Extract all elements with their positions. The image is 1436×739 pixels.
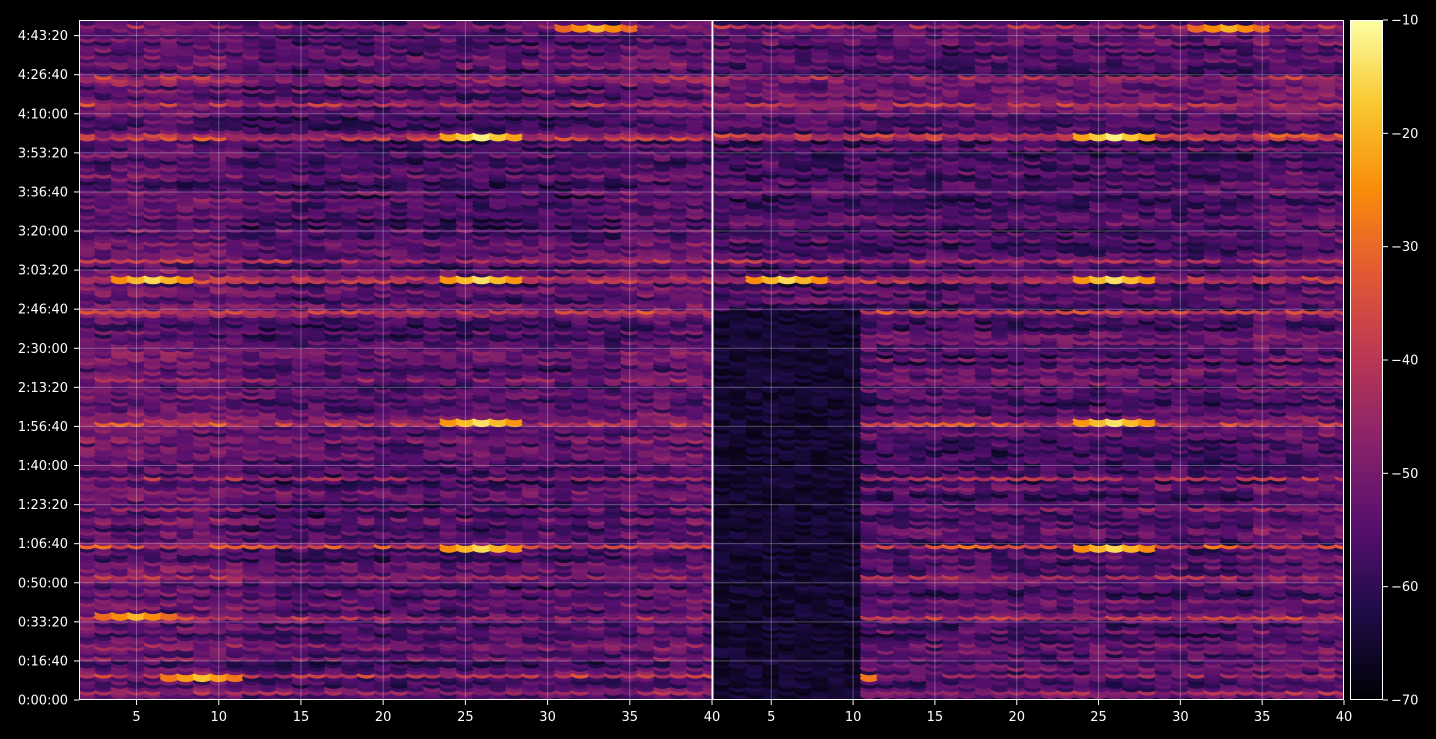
heatmap-panel-left	[79, 20, 712, 700]
